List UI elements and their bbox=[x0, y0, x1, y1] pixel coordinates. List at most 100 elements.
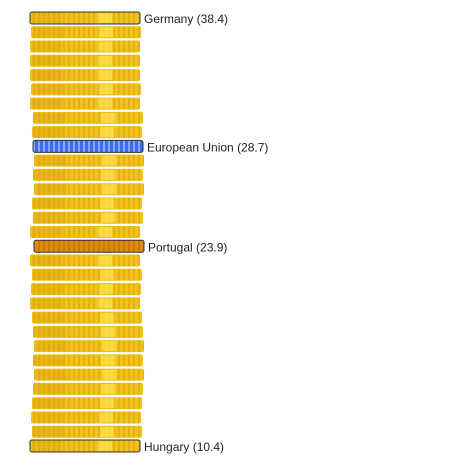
coin-highlighted-4-body bbox=[29, 439, 141, 453]
coin-shade bbox=[34, 198, 64, 209]
coin-shine bbox=[98, 227, 113, 237]
coin bbox=[33, 325, 143, 338]
coin bbox=[30, 97, 140, 110]
coin-body bbox=[34, 183, 144, 196]
coin-shine bbox=[100, 426, 115, 437]
coin-shine bbox=[101, 112, 116, 123]
coin-body bbox=[30, 97, 140, 110]
coin-body bbox=[33, 111, 143, 124]
coin-body bbox=[33, 354, 143, 367]
coin-highlighted-4-shine bbox=[98, 441, 113, 451]
coin-shine bbox=[98, 41, 113, 52]
coin bbox=[32, 397, 142, 410]
coin-shine bbox=[100, 398, 115, 409]
coin-shine bbox=[98, 55, 113, 66]
coin-body bbox=[30, 54, 140, 67]
coin-shade bbox=[34, 398, 64, 409]
coin-highlighted-1-shade bbox=[32, 13, 62, 23]
coin bbox=[30, 40, 140, 53]
coin-shine bbox=[101, 383, 116, 394]
coin-highlighted-4 bbox=[29, 439, 141, 453]
coin bbox=[30, 226, 140, 238]
label-4: Hungary (10.4) bbox=[144, 440, 224, 454]
coin bbox=[32, 311, 142, 324]
coin-shine bbox=[98, 255, 113, 266]
coin-highlighted-3 bbox=[33, 239, 145, 253]
coin bbox=[31, 83, 141, 96]
coin bbox=[30, 297, 140, 310]
coin-shade bbox=[32, 55, 62, 66]
coin-body bbox=[33, 325, 143, 338]
label-3: Portugal (23.9) bbox=[148, 240, 227, 254]
coin bbox=[31, 26, 141, 39]
coin-shade bbox=[35, 112, 65, 123]
coin-highlighted-2 bbox=[32, 139, 144, 153]
coin bbox=[32, 268, 142, 281]
coin-highlighted-1-body bbox=[29, 11, 141, 25]
coin bbox=[30, 69, 140, 82]
coin-body bbox=[34, 368, 144, 381]
coin bbox=[34, 368, 144, 381]
coin bbox=[33, 168, 143, 181]
coin-shine bbox=[101, 326, 116, 337]
coin-highlighted-1-shine bbox=[98, 13, 113, 23]
coin-shade bbox=[36, 155, 66, 166]
coin bbox=[33, 382, 143, 395]
coin-body bbox=[30, 226, 140, 238]
coin-shade bbox=[36, 184, 66, 195]
coin-shade bbox=[33, 412, 63, 423]
coin bbox=[34, 154, 144, 167]
coin-body bbox=[32, 126, 142, 139]
coin-body bbox=[34, 340, 144, 353]
coin-body bbox=[33, 168, 143, 181]
coin-shade bbox=[32, 41, 62, 52]
coin-shade bbox=[33, 27, 63, 38]
coin bbox=[30, 54, 140, 67]
coin-shine bbox=[102, 369, 117, 380]
coin-highlighted-4-shade bbox=[32, 441, 62, 451]
coin-shade bbox=[33, 284, 63, 295]
coin-shine bbox=[102, 341, 117, 352]
coin-shade bbox=[36, 369, 66, 380]
coin-shade bbox=[34, 426, 64, 437]
coin bbox=[33, 111, 143, 124]
coin-body bbox=[32, 268, 142, 281]
coin-shine bbox=[98, 70, 113, 81]
coin-highlighted-2-body bbox=[32, 139, 144, 153]
coin-shade bbox=[33, 84, 63, 95]
coin-body bbox=[31, 411, 141, 424]
coin bbox=[31, 283, 141, 296]
coin-shade bbox=[32, 255, 62, 266]
coin-body bbox=[33, 382, 143, 395]
coin bbox=[33, 211, 143, 224]
coin bbox=[33, 354, 143, 367]
coin-shade bbox=[35, 355, 65, 366]
coin-shade bbox=[35, 169, 65, 180]
coin-shade bbox=[35, 383, 65, 394]
coin-shade bbox=[34, 127, 64, 138]
coin-shine bbox=[101, 212, 116, 223]
coin-shade bbox=[32, 70, 62, 81]
coin-body bbox=[32, 311, 142, 324]
coin bbox=[34, 340, 144, 353]
coin-body bbox=[31, 283, 141, 296]
coin-body bbox=[32, 397, 142, 410]
coin-shade bbox=[35, 326, 65, 337]
coin-shine bbox=[99, 412, 114, 423]
coin-shine bbox=[100, 312, 115, 323]
coin-shade bbox=[32, 227, 62, 237]
coin-shine bbox=[100, 269, 115, 280]
coin-body bbox=[30, 69, 140, 82]
coin-shade bbox=[34, 312, 64, 323]
coin-body bbox=[30, 297, 140, 310]
coin bbox=[34, 183, 144, 196]
coin-shade bbox=[34, 269, 64, 280]
coin-shine bbox=[102, 155, 117, 166]
coin-shine bbox=[99, 84, 114, 95]
coin-body bbox=[33, 211, 143, 224]
coin-body bbox=[30, 40, 140, 53]
coin bbox=[32, 425, 142, 438]
coin-shade bbox=[36, 341, 66, 352]
coin-shade bbox=[35, 212, 65, 223]
